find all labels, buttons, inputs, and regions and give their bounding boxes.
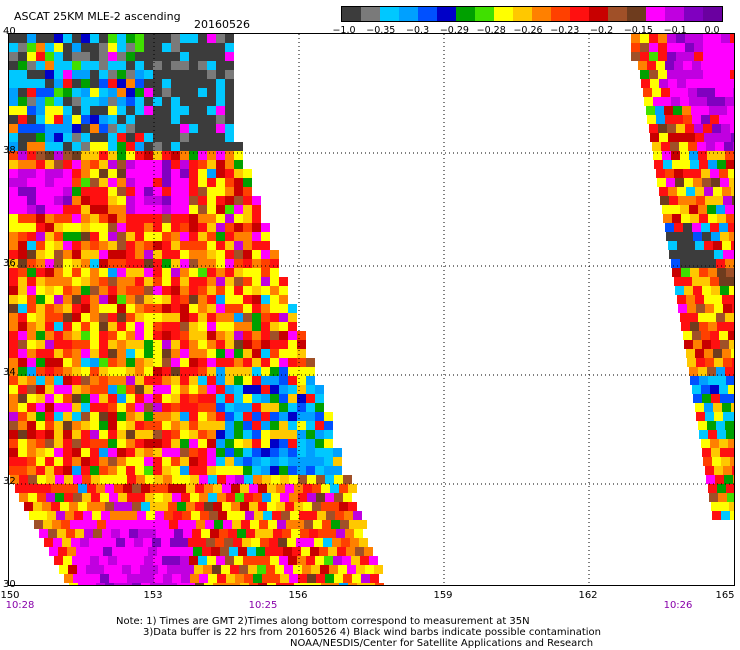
colorbar-segment [665,7,684,21]
time-label: 10:26 [663,600,693,611]
longitude-label: 165 [715,590,735,601]
colorbar-segment [608,7,627,21]
colorbar-segment [399,7,418,21]
latitude-label: 40 [3,26,16,37]
graticule [9,34,734,585]
chart-date: 20160526 [194,18,250,31]
colorbar [341,6,723,22]
colorbar-segment [361,7,380,21]
note-line-3: NOAA/NESDIS/Center for Satellite Applica… [290,638,594,649]
longitude-label: 153 [143,590,163,601]
colorbar-tick-label: −0.15 [623,25,653,36]
colorbar-segment [342,7,361,21]
map-plot-area [8,33,735,586]
latitude-label: 36 [3,258,16,269]
colorbar-segment [532,7,551,21]
colorbar-tick-label: −0.26 [513,25,543,36]
longitude-label: 162 [578,590,598,601]
colorbar-segment [646,7,665,21]
colorbar-segment [684,7,703,21]
longitude-label: 150 [0,590,20,601]
time-label: 10:28 [5,600,35,611]
chart-title: ASCAT 25KM MLE-2 ascending [14,10,181,23]
colorbar-segment [703,7,722,21]
colorbar-segment [456,7,475,21]
colorbar-tick-label: −0.23 [550,25,580,36]
colorbar-tick-label: −1.0 [332,25,356,36]
longitude-label: 156 [288,590,308,601]
colorbar-tick-label: −0.2 [590,25,614,36]
colorbar-segment [475,7,494,21]
colorbar-segment [627,7,646,21]
note-line-1: Note: 1) Times are GMT 2)Times along bot… [116,616,530,627]
latitude-label: 32 [3,476,16,487]
note-line-2: 3)Data buffer is 22 hrs from 20160526 4)… [143,627,601,638]
latitude-label: 38 [3,145,16,156]
map-svg [9,34,734,585]
colorbar-tick-label: 0.0 [704,25,720,36]
longitude-label: 159 [433,590,453,601]
colorbar-tick-label: −0.35 [366,25,396,36]
colorbar-segment [589,7,608,21]
colorbar-segment [494,7,513,21]
colorbar-tick-label: −0.28 [476,25,506,36]
colorbar-tick-label: −0.3 [406,25,430,36]
colorbar-segment [551,7,570,21]
colorbar-segment [570,7,589,21]
latitude-label: 34 [3,367,16,378]
colorbar-segment [418,7,437,21]
colorbar-segment [437,7,456,21]
swath-cells [9,34,734,585]
colorbar-tick-label: −0.29 [439,25,469,36]
colorbar-segment [380,7,399,21]
time-label: 10:25 [248,600,278,611]
colorbar-segment [513,7,532,21]
colorbar-tick-label: −0.1 [663,25,687,36]
latitude-label: 30 [3,579,16,590]
